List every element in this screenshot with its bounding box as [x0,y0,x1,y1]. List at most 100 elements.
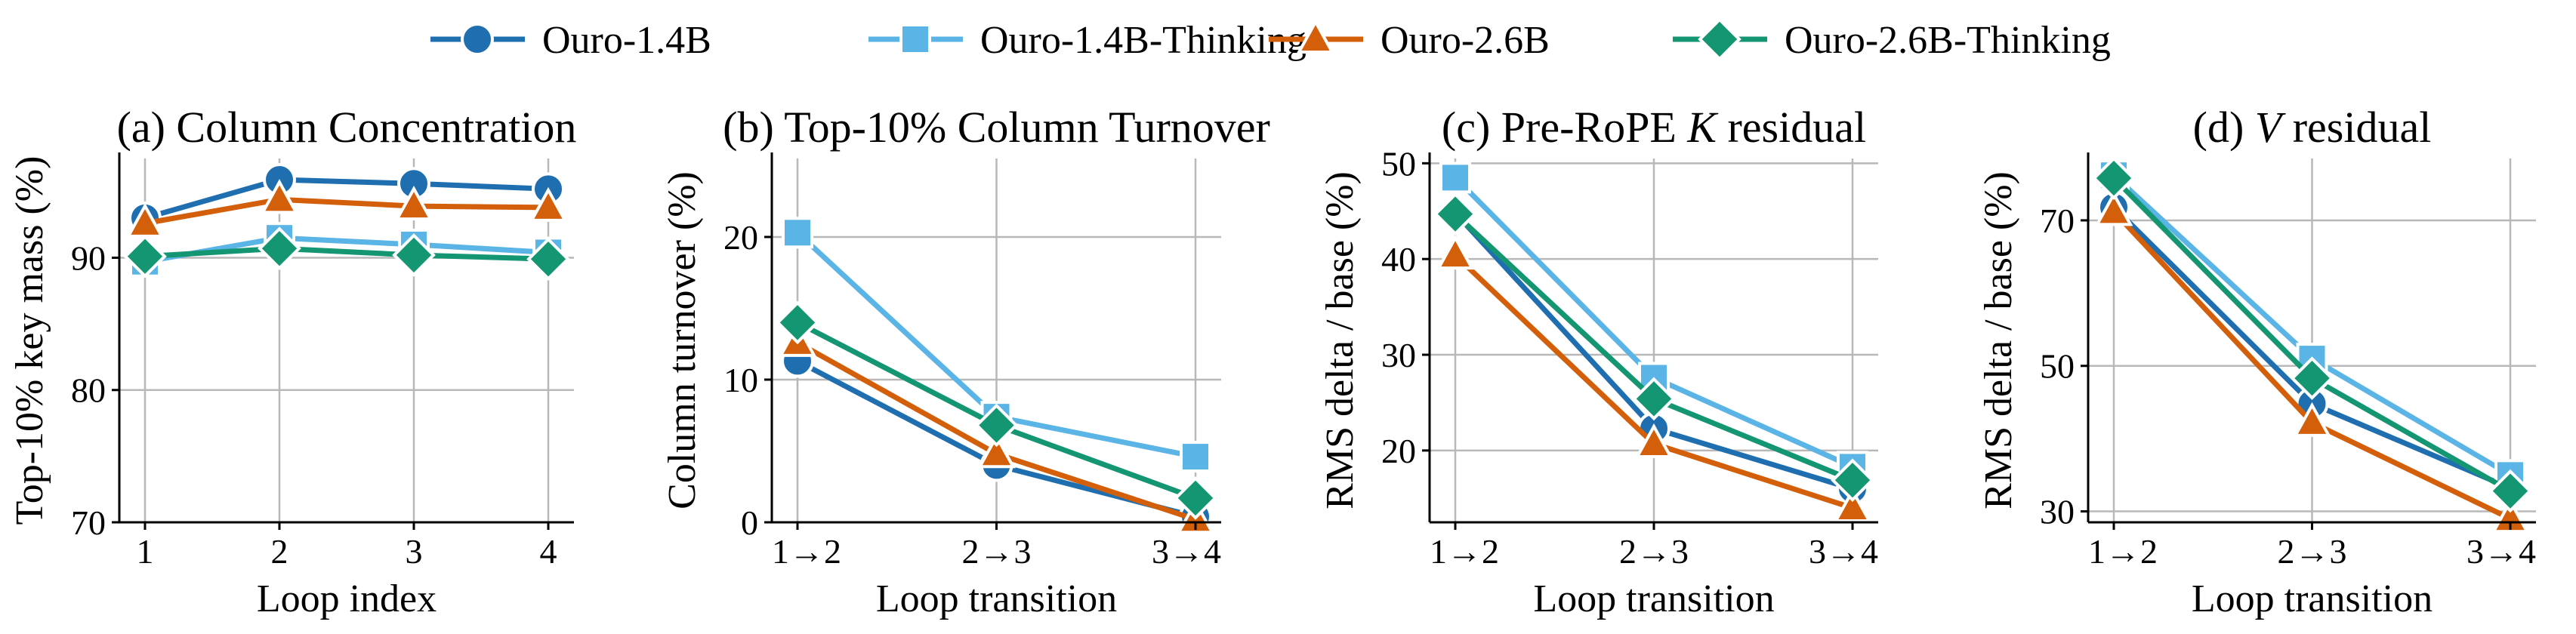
series-ouro-2-6b [2094,191,2530,534]
legend-item-ouro-1-4b-thinking: Ouro-1.4B-Thinking [868,19,1307,62]
legend-label: Ouro-1.4B-Thinking [980,19,1307,62]
series-line [144,196,549,226]
data-point [260,179,299,214]
series-line [144,245,549,262]
data-point [782,217,813,249]
chart-panels: 1 2 3 4 70 80 90 Loop index Top-10% key mass (%)… [8,103,2536,620]
x-tick-label: 2 [271,532,288,571]
data-point [1433,192,1477,236]
legend-marker-diamond [1698,17,1741,61]
chart-panel-b: 1→2 2→3 3→4 0 10 20 Loop transition Column turn… [661,103,1270,620]
legend-item-ouro-2-6b: Ouro-2.6B [1269,18,1550,62]
data-point [2488,469,2532,513]
series-ouro-2-6b-thinking [776,300,1217,520]
legend-marker-square [899,23,931,55]
legend-label: Ouro-2.6B-Thinking [1785,19,2111,62]
data-point [2094,191,2133,226]
y-tick-label: 0 [741,503,758,542]
panel-title: (a) Column Concentration [117,103,577,152]
data-point [2293,402,2331,437]
x-tick-label: 3→4 [1809,532,1878,571]
y-tick-label: 30 [2040,493,2075,531]
y-tick-label: 20 [723,218,758,257]
title-part: (c) Pre-RoPE [1442,103,1687,152]
title-part: (d) [2193,103,2255,152]
x-tick-label: 3→4 [2466,532,2536,571]
legend-label: Ouro-1.4B [542,19,711,62]
series-ouro-2-6b [1436,234,1872,522]
y-axis-label: RMS delta / base (%) [1319,171,1362,509]
data-point [392,233,436,277]
y-tick-label: 40 [1381,240,1416,279]
title-part: V [2255,103,2287,152]
data-point [1436,234,1475,270]
x-axis-label: Loop index [257,577,437,620]
data-point [1833,487,1872,522]
y-axis-label: Column turnover (%) [661,171,704,509]
y-axis-label: Top-10% key mass (%) [8,156,51,525]
data-point [394,185,433,221]
title-part: K [1686,103,1719,152]
x-tick-label: 4 [540,532,557,571]
data-point [1180,441,1211,473]
legend-marker-circle [461,23,494,56]
data-point [1634,423,1674,458]
data-point [2290,356,2334,400]
y-tick-label: 30 [1381,336,1416,374]
data-point [1174,476,1217,520]
x-axis-label: Loop transition [876,577,1117,620]
panel-title: (d) V residual [2193,103,2432,152]
chart-panel-d: 1→2 2→3 3→4 30 50 70 Loop transition RMS delta … [1977,103,2536,620]
data-point [258,226,301,271]
data-point [2491,498,2530,534]
y-tick-label: 70 [71,503,106,542]
series-line [144,177,549,221]
y-axis-label: RMS delta / base (%) [1977,171,2020,509]
data-point [977,433,1016,469]
chart-panel-c: 1→2 2→3 3→4 20 30 40 50 Loop transition RMS delt… [1319,103,1878,620]
data-point [1439,162,1471,194]
series-ouro-2-6b-thinking [2092,156,2532,513]
series-ouro-2-6b-thinking [1433,192,1874,503]
y-tick-label: 90 [71,239,106,277]
data-point [1632,377,1676,421]
x-tick-label: 3→4 [1152,532,1221,571]
y-tick-label: 50 [1381,144,1416,183]
legend: Ouro-1.4B Ouro-1.4B-Thinking Ouro-2.6B Ouro… [430,17,2111,62]
chart-panel-a: 1 2 3 4 70 80 90 Loop index Top-10% key mass (%)… [8,103,576,620]
series-ouro-2-6b-thinking [123,226,570,282]
panel-title: (c) Pre-RoPE K residual [1442,103,1866,152]
legend-label: Ouro-2.6B [1381,19,1550,62]
x-tick-label: 1→2 [772,532,841,571]
x-tick-label: 1→2 [1430,532,1499,571]
data-point [776,300,819,345]
x-tick-label: 1 [137,532,154,571]
data-point [529,186,568,222]
data-point [1831,458,1874,503]
x-tick-label: 2→3 [1619,532,1689,571]
series-ouro-2-6b [778,322,1215,534]
data-point [974,403,1019,448]
x-tick-label: 2→3 [962,532,1032,571]
x-axis-label: Loop transition [2192,577,2433,620]
data-point [123,234,167,279]
legend-item-ouro-2-6b-thinking: Ouro-2.6B-Thinking [1673,17,2111,62]
legend-item-ouro-1-4b: Ouro-1.4B [430,19,711,62]
series-ouro-2-6b [125,179,568,238]
x-tick-label: 2→3 [2278,532,2347,571]
data-point [526,237,570,282]
y-tick-label: 20 [1381,432,1416,470]
title-part: residual [2281,103,2431,152]
legend-marker-triangle [1296,18,1335,54]
y-tick-label: 50 [2040,347,2075,386]
title-part: residual [1717,103,1866,152]
y-tick-label: 70 [2040,202,2075,240]
y-tick-label: 80 [71,371,106,410]
x-tick-label: 1→2 [2088,532,2158,571]
series-ouro-1-4b [128,163,565,235]
data-point [2092,156,2136,200]
x-axis-label: Loop transition [1533,577,1774,620]
x-tick-label: 3 [406,532,423,571]
y-tick-label: 10 [723,361,758,399]
